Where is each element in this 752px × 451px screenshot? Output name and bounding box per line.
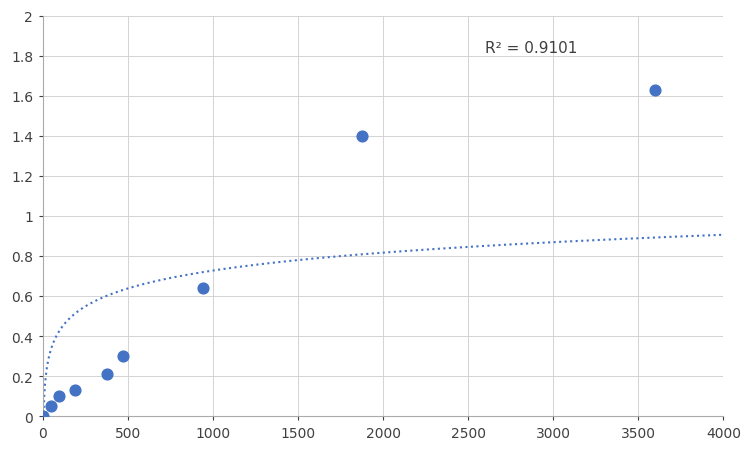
- Text: R² = 0.9101: R² = 0.9101: [485, 41, 578, 55]
- Point: [37, 413, 49, 420]
- Point: [53, 393, 65, 400]
- Point: [117, 353, 129, 360]
- Point: [356, 133, 368, 140]
- Point: [69, 387, 81, 394]
- Point: [45, 403, 57, 410]
- Point: [649, 87, 661, 94]
- Point: [196, 285, 208, 292]
- Point: [101, 371, 113, 378]
